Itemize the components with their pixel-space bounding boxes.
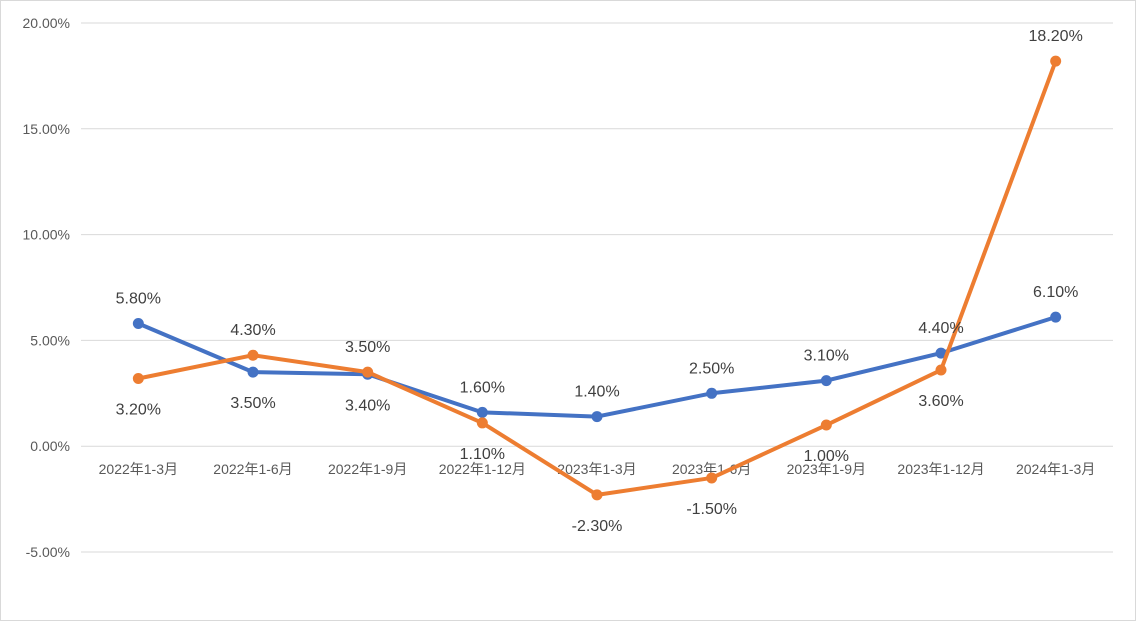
data-point	[1050, 312, 1061, 323]
data-label: 1.60%	[460, 379, 505, 396]
data-label: 3.20%	[116, 401, 161, 418]
data-point	[477, 407, 488, 418]
x-axis-tick-labels: 2022年1-3月 2022年1-6月 2022年1-9月 2022年1-12月 202…	[99, 461, 1096, 477]
y-tick-label: 0.00%	[30, 438, 70, 454]
data-point	[936, 365, 947, 376]
data-label: 3.40%	[345, 397, 390, 414]
y-tick-label: 5.00%	[30, 332, 70, 348]
data-point	[477, 417, 488, 428]
x-tick-label: 2022年1-3月	[99, 461, 178, 477]
y-tick-label: 20.00%	[23, 15, 70, 31]
data-point	[706, 388, 717, 399]
data-label: 3.60%	[918, 393, 963, 410]
data-point	[362, 367, 373, 378]
data-label: 2.50%	[689, 360, 734, 377]
x-tick-label: 2022年1-12月	[439, 461, 526, 477]
data-label: 3.10%	[804, 348, 849, 365]
data-point	[821, 420, 832, 431]
data-label: 6.10%	[1033, 284, 1078, 301]
x-tick-label: 2023年1-3月	[557, 461, 636, 477]
data-label: 4.40%	[918, 320, 963, 337]
data-point	[592, 411, 603, 422]
x-tick-label: 2023年1-12月	[897, 461, 984, 477]
y-axis-tick-labels: 20.00% 15.00% 10.00% 5.00% 0.00% -5.00%	[23, 15, 70, 560]
data-label: 3.50%	[230, 395, 275, 412]
x-tick-label: 2022年1-9月	[328, 461, 407, 477]
data-point	[706, 472, 717, 483]
x-tick-label: 2022年1-6月	[213, 461, 292, 477]
data-point	[133, 318, 144, 329]
data-label: 4.30%	[230, 322, 275, 339]
series-line-2	[138, 61, 1055, 495]
x-tick-label: 2024年1-3月	[1016, 461, 1095, 477]
data-label: 3.50%	[345, 339, 390, 356]
data-label: -2.30%	[572, 518, 623, 535]
data-point	[1050, 56, 1061, 67]
data-label: 1.00%	[804, 448, 849, 465]
data-label: -1.50%	[686, 501, 737, 518]
data-label: 1.40%	[574, 384, 619, 401]
data-label: 18.20%	[1029, 28, 1083, 45]
data-labels: 5.80% 3.50% 3.40% 1.60% 1.40% 2.50% 3.10% 4.40%…	[116, 28, 1083, 535]
data-point	[248, 367, 259, 378]
data-label: 5.80%	[116, 290, 161, 307]
series-lines	[133, 56, 1061, 501]
data-point	[592, 489, 603, 500]
y-tick-label: 10.00%	[23, 227, 70, 243]
y-tick-label: 15.00%	[23, 121, 70, 137]
data-point	[821, 375, 832, 386]
data-point	[133, 373, 144, 384]
data-label: 1.10%	[460, 446, 505, 463]
data-point	[248, 350, 259, 361]
y-tick-label: -5.00%	[26, 544, 70, 560]
